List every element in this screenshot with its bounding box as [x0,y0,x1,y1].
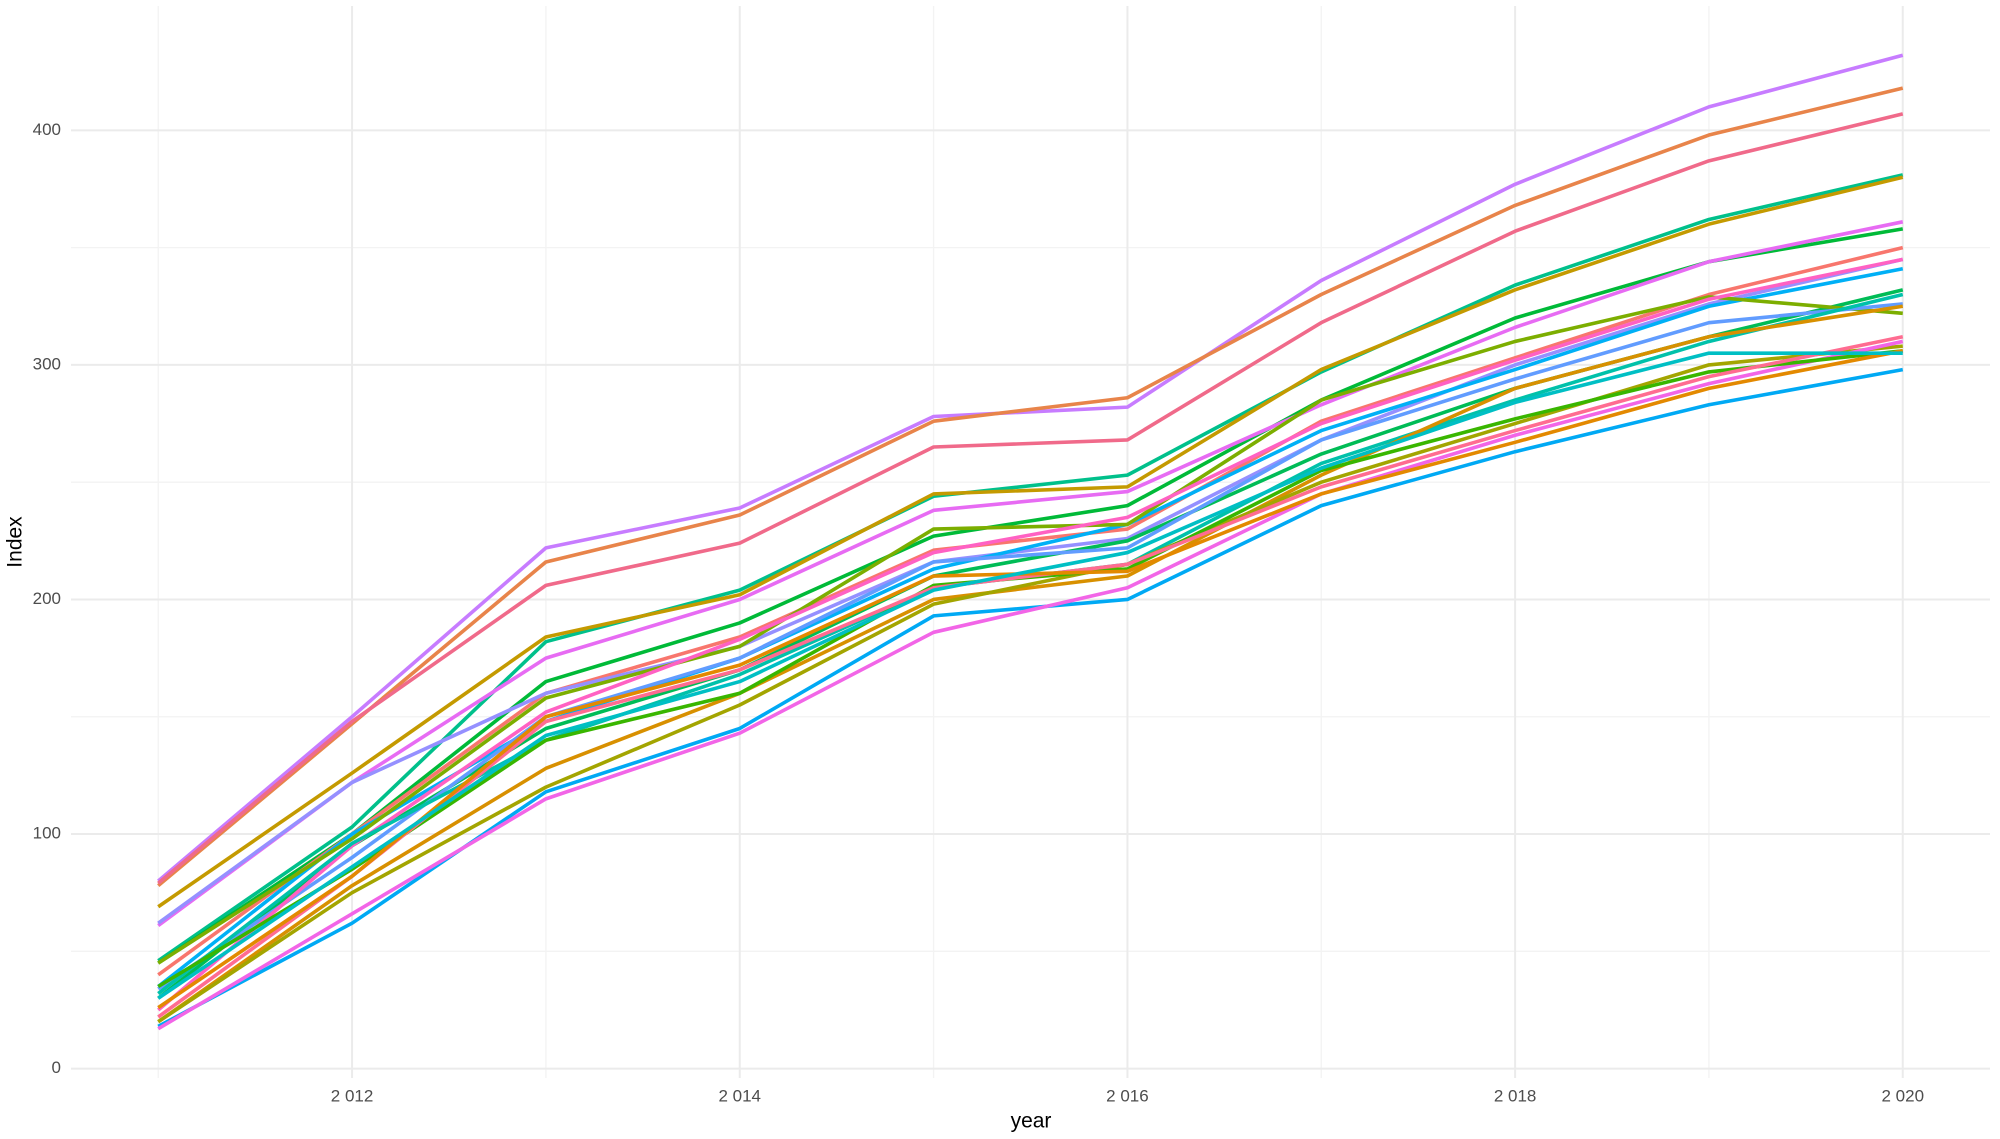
x-tick-label: 2 020 [1881,1086,1924,1105]
series-line [157,334,1904,1019]
series-line [157,86,1904,888]
y-tick-label: 400 [33,120,61,139]
series-line [157,173,1904,963]
series-line [157,227,1904,965]
series-line [157,245,1904,977]
y-axis-title: Index [4,516,27,568]
y-tick-label: 100 [33,824,61,843]
x-tick-label: 2 018 [1494,1086,1537,1105]
y-tick-label: 0 [52,1058,61,1077]
x-axis-title: year [1011,1110,1052,1133]
series-line [157,351,1903,1000]
x-tick-label: 2 012 [331,1086,374,1105]
x-tick-label: 2 014 [718,1086,761,1105]
y-tick-label: 300 [33,354,61,373]
series-line [157,220,1904,927]
series-line [157,344,1903,1024]
series-line [157,112,1904,885]
y-tick-label: 200 [33,589,61,608]
series-line [157,295,1903,965]
series-line [157,302,1903,991]
series-line [157,339,1904,1031]
series-line [157,304,1904,1024]
series-line [157,257,1904,1012]
series-line [157,367,1904,1028]
series-line [157,292,1904,995]
series-line [157,257,1904,925]
series-line [157,175,1904,909]
series-line [157,53,1904,883]
series-line [157,349,1904,1010]
x-tick-label: 2 016 [1106,1086,1149,1105]
